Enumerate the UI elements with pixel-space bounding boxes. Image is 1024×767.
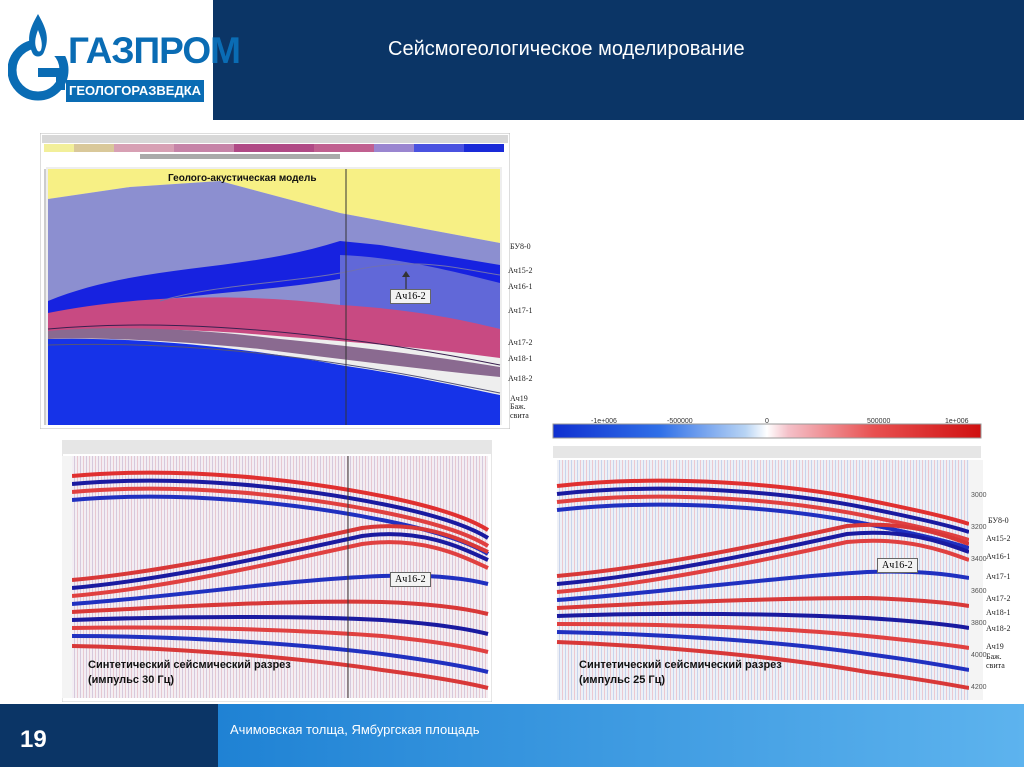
model-caption: Геолого-акустическая модель [168, 173, 317, 184]
horizon-label: Ач17-2 [986, 594, 1011, 603]
horizon-label: Баж. [510, 402, 526, 411]
footer-accent: Ачимовская толща, Ямбургская площадь [218, 704, 1024, 767]
horizon-label: БУ8-0 [510, 242, 531, 251]
amplitude-color-scale [552, 423, 982, 439]
horizon-label: Ач17-1 [986, 572, 1011, 581]
depth-tick: 3600 [971, 588, 987, 595]
model-panel: Геолого-акустическая модель Ач16-2 [39, 132, 511, 430]
horizon-label: Ач19 [510, 394, 528, 403]
seismic-right-figure [547, 418, 983, 704]
footer-bar: 19 Ачимовская толща, Ямбургская площадь [0, 704, 1024, 767]
scale-label: -1е+006 [591, 418, 617, 425]
horizon-label: Ач17-1 [508, 306, 533, 315]
seismic-left-panel: Ач16-2 Синтетический сейсмический разрез… [61, 439, 493, 703]
footer-caption: Ачимовская толща, Ямбургская площадь [230, 722, 480, 737]
horizon-label: БУ8-0 [988, 516, 1009, 525]
seismic-left-caption: Синтетический сейсмический разрез (импул… [88, 658, 291, 688]
horizon-label: Ач15-2 [986, 534, 1011, 543]
horizon-label: Ач18-2 [986, 624, 1011, 633]
model-color-scale [44, 144, 504, 152]
horizon-label: Ач18-1 [508, 354, 533, 363]
seismic-left-caption-line1: Синтетический сейсмический разрез [88, 659, 291, 671]
seismic-right-caption-line1: Синтетический сейсмический разрез [579, 659, 782, 671]
logo-wordmark: ГАЗПРОМ [68, 30, 241, 71]
depth-tick: 4200 [971, 684, 987, 691]
horizon-label: Ач18-2 [508, 374, 533, 383]
horizon-label: Ач16-1 [508, 282, 533, 291]
page-number: 19 [20, 726, 47, 753]
seismic-left-figure [61, 439, 493, 703]
scale-label: 500000 [867, 418, 891, 425]
scale-label: -500000 [667, 418, 693, 425]
seismic-right-callout-ach16-2: Ач16-2 [877, 558, 918, 573]
horizon-label: свита [986, 661, 1005, 670]
seismic-left-caption-line2: (импульс 30 Гц) [88, 674, 175, 686]
flame-g-icon [8, 14, 70, 101]
scale-label: 0 [765, 418, 769, 425]
depth-tick: 3000 [971, 492, 987, 499]
depth-tick: 3200 [971, 524, 987, 531]
depth-tick: 3800 [971, 620, 987, 627]
horizon-label: Ач18-1 [986, 608, 1011, 617]
header-bar: ГАЗПРОМ ГЕОЛОГОРАЗВЕДКА Сейсмогеологичес… [0, 0, 1024, 120]
seismic-right-panel: -1е+006 -500000 0 500000 1е+006 3000 320… [547, 418, 987, 704]
gazprom-logo: ГАЗПРОМ ГЕОЛОГОРАЗВЕДКА [0, 0, 241, 120]
logo-subtitle: ГЕОЛОГОРАЗВЕДКА [66, 80, 204, 102]
seismic-right-caption-line2: (импульс 25 Гц) [579, 674, 666, 686]
horizon-label: свита [510, 411, 529, 420]
horizon-label: Ач17-2 [508, 338, 533, 347]
horizon-label: Ач16-1 [986, 552, 1011, 561]
model-callout-ach16-2: Ач16-2 [390, 289, 431, 304]
depth-tick: 3400 [971, 556, 987, 563]
scale-label: 1е+006 [945, 418, 969, 425]
depth-tick: 4000 [971, 652, 987, 659]
horizon-label: Ач15-2 [508, 266, 533, 275]
seismic-right-caption: Синтетический сейсмический разрез (импул… [579, 658, 782, 688]
horizon-label: Ач19 [986, 642, 1004, 651]
horizon-label: Баж. [986, 652, 1002, 661]
page-title: Сейсмогеологическое моделирование [388, 38, 745, 60]
seismic-left-callout-ach16-2: Ач16-2 [390, 572, 431, 587]
